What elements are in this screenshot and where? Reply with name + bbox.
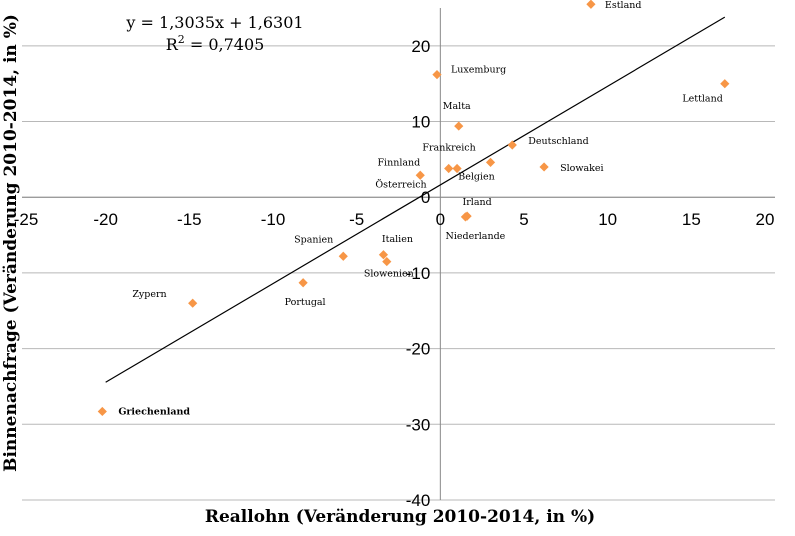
x-tick-label: 20: [756, 210, 775, 229]
point-label: Estland: [605, 0, 642, 11]
data-point-marker: [378, 250, 389, 260]
point-label: Deutschland: [528, 136, 588, 147]
r-squared-exponent: 2: [178, 33, 185, 46]
point-labels: Estland Luxemburg Lettland Malta Deutschland…: [118, 0, 722, 417]
x-axis-title: Reallohn (Veränderung 2010-2014, in %): [205, 507, 595, 527]
data-point-marker: [415, 170, 425, 180]
point-label: Malta: [443, 101, 471, 112]
point-label: Spanien: [294, 234, 333, 245]
trendline: [105, 16, 726, 383]
r-squared-value: = 0,7405: [185, 35, 265, 54]
y-tick-label: -20: [406, 340, 431, 359]
y-tick-label: -40: [406, 491, 431, 510]
point-label: Irland: [463, 197, 492, 208]
point-label: Frankreich: [422, 142, 475, 153]
point-label: Slowakei: [560, 163, 603, 174]
y-tick-label: 0: [421, 188, 430, 207]
point-label: Österreich: [375, 178, 426, 190]
data-point-marker: [452, 163, 462, 174]
data-point-marker: [460, 212, 471, 222]
data-point-marker: [444, 163, 454, 174]
data-point-marker: [97, 406, 107, 417]
data-point-marker: [338, 251, 348, 261]
data-point-marker: [298, 278, 308, 288]
data-point-marker: [382, 256, 392, 267]
x-tick-label: -10: [261, 210, 286, 229]
y-tick-label: -10: [406, 264, 431, 283]
point-label: Portugal: [285, 297, 326, 308]
point-label: Slowenien: [364, 269, 414, 280]
data-point-marker: [454, 121, 464, 131]
trendline-group: [105, 16, 726, 383]
data-point-marker: [188, 298, 198, 308]
y-tick-label: 20: [411, 37, 430, 56]
data-point-marker: [586, 0, 596, 9]
x-tick-label: 0: [436, 210, 445, 229]
point-label: Belgien: [458, 171, 495, 182]
x-tick-label: -5: [349, 210, 364, 229]
x-tick-label: 5: [519, 210, 528, 229]
point-label: Griechenland: [118, 406, 190, 417]
data-point-marker: [539, 162, 549, 172]
tick-labels: -25 -20 -15 -10 -5 0 5 10 15 20 -40 -30 -20 -10 0 10 20: [14, 37, 775, 510]
point-label: Italien: [382, 234, 413, 245]
x-tick-label: 15: [682, 210, 701, 229]
x-tick-label: -20: [93, 210, 118, 229]
data-point-marker: [432, 70, 442, 80]
y-axis-title: Binnenachfrage (Veränderung 2010-2014, i…: [1, 14, 21, 472]
y-tick-label: 10: [411, 113, 430, 132]
data-points: [97, 0, 730, 417]
r-squared-label: R2 = 0,7405: [166, 33, 265, 54]
axes: [22, 8, 775, 500]
y-tick-label: -30: [406, 415, 431, 434]
point-label: Lettland: [682, 94, 722, 105]
data-point-marker: [507, 140, 517, 150]
point-label: Zypern: [132, 289, 166, 300]
trendline-equation: y = 1,3035x + 1,6301: [125, 13, 303, 32]
point-label: Luxemburg: [451, 65, 506, 76]
x-tick-label: 10: [598, 210, 617, 229]
x-tick-label: -15: [177, 210, 202, 229]
point-label: Finnland: [377, 157, 420, 168]
data-point-marker: [720, 79, 730, 89]
data-point-marker: [485, 157, 496, 168]
point-label: Niederlande: [446, 231, 506, 242]
r-squared-prefix: R: [166, 35, 179, 54]
x-tick-label: -25: [14, 210, 39, 229]
